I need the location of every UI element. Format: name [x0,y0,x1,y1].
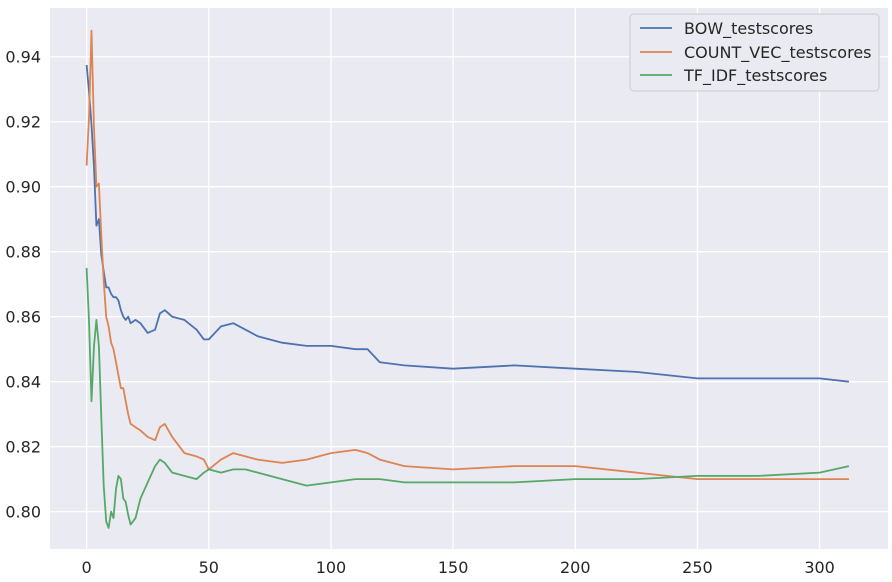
x-tick-label: 200 [560,558,591,577]
legend-label: COUNT_VEC_testscores [684,43,872,63]
series-line-count-vec-testscores [85,29,849,481]
y-tick-label: 0.94 [5,48,41,67]
y-tick-label: 0.86 [5,308,41,327]
y-tick-label: 0.82 [5,438,41,457]
plot-background [50,8,888,549]
x-axis-tick-labels: 0 50 100 150 200 250 300 [82,558,835,577]
series-lines [85,29,850,529]
x-tick-label: 0 [82,558,92,577]
series-line-tf-idf-testscores [85,267,850,529]
legend-label: TF_IDF_testscores [683,66,827,86]
y-tick-label: 0.92 [5,113,41,132]
x-tick-label: 150 [438,558,469,577]
legend-entry: COUNT_VEC_testscores [640,43,872,63]
series-line-bow-testscores [85,64,850,383]
legend: BOW_testscores COUNT_VEC_testscores TF_I… [629,13,880,92]
grid-lines [50,8,888,549]
legend-box [629,13,880,92]
y-tick-label: 0.84 [5,373,41,392]
legend-entry: BOW_testscores [640,19,813,39]
x-tick-label: 250 [682,558,713,577]
y-tick-label: 0.90 [5,178,41,197]
y-tick-label: 0.80 [5,503,41,522]
x-tick-label: 300 [804,558,835,577]
y-tick-label: 0.88 [5,243,41,262]
legend-entry: TF_IDF_testscores [640,66,827,86]
x-tick-label: 50 [199,558,219,577]
x-tick-label: 100 [316,558,347,577]
y-axis-tick-labels: 0.80 0.82 0.84 0.86 0.88 0.90 0.92 0.94 [5,48,41,522]
legend-label: BOW_testscores [684,19,813,39]
